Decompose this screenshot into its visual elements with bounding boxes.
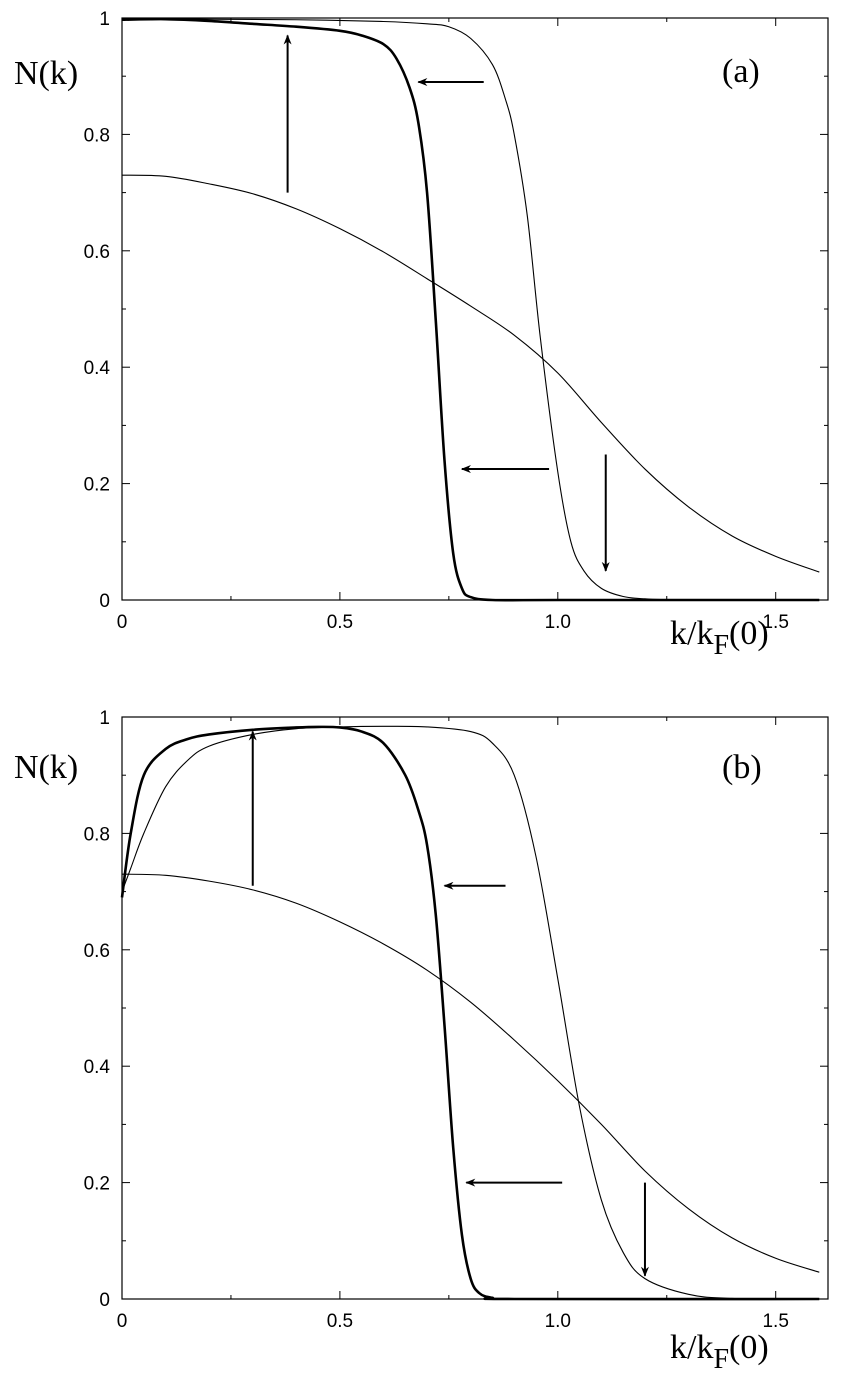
y-axis-title: N(k) <box>14 749 78 786</box>
x-axis-title-tail: (0) <box>729 615 769 652</box>
y-tick-label: 0.4 <box>84 1057 111 1078</box>
x-axis-title-main: k/k <box>670 1329 713 1366</box>
y-tick-label: 0.6 <box>84 941 110 962</box>
y-tick-label: 0.2 <box>84 475 110 496</box>
y-tick-label: 0.8 <box>84 125 110 146</box>
arrows <box>248 730 649 1277</box>
y-tick-label: 0.8 <box>84 824 110 845</box>
y-axis-title: N(k) <box>14 55 78 92</box>
x-tick-label: 0.5 <box>327 612 353 633</box>
x-tick-label: 0.5 <box>327 1311 353 1332</box>
arrows <box>283 34 610 572</box>
x-axis-title-main: k/k <box>670 615 713 652</box>
y-tick-label: 1 <box>99 9 110 30</box>
y-tick-label: 0 <box>99 1290 110 1311</box>
y-tick-label: 0 <box>99 591 110 612</box>
x-axis-title: k/kF(0) <box>670 615 769 661</box>
y-tick-label: 0.4 <box>84 358 111 379</box>
panel-a: 0 0.2 0.4 0.6 0.8 1 0 0.5 1.0 1.5 N(k) (a) k/kF(… <box>14 9 829 661</box>
x-tick-label: 1.0 <box>545 612 571 633</box>
x-tick-label: 0 <box>117 612 128 633</box>
x-axis-title: k/kF(0) <box>670 1329 769 1375</box>
series-line-thick-2 <box>121 17 820 602</box>
x-tick-label: 1.5 <box>762 612 788 633</box>
x-tick-label: 1.0 <box>545 1311 571 1332</box>
x-tick-label: 0 <box>117 1311 128 1332</box>
series-line-thin-0 <box>121 873 820 1273</box>
curves <box>121 17 820 602</box>
series-line-thick-2 <box>120 725 820 1301</box>
x-axis-title-sub: F <box>713 630 729 661</box>
series-line-thin-1 <box>121 725 820 1300</box>
panel-b: 0 0.2 0.4 0.6 0.8 1 0 0.5 1.0 1.5 N(k) (b) k/kF(… <box>14 708 829 1375</box>
y-tick-label: 1 <box>99 708 110 729</box>
y-tick-labels: 0 0.2 0.4 0.6 0.8 1 <box>84 708 111 1311</box>
y-tick-labels: 0 0.2 0.4 0.6 0.8 1 <box>84 9 111 612</box>
panel-label: (a) <box>722 53 760 90</box>
x-tick-labels: 0 0.5 1.0 1.5 <box>117 612 789 633</box>
x-tick-label: 1.5 <box>762 1311 788 1332</box>
plot-frame <box>121 716 829 1300</box>
tick-marks <box>121 716 828 1300</box>
curves <box>120 725 820 1301</box>
x-axis-title-tail: (0) <box>729 1329 769 1366</box>
y-tick-label: 0.2 <box>84 1174 110 1195</box>
series-line-thin-1 <box>121 17 820 601</box>
x-axis-title-sub: F <box>713 1344 729 1375</box>
y-tick-label: 0.6 <box>84 242 110 263</box>
panel-label: (b) <box>722 749 762 786</box>
series-line-thin-0 <box>121 174 820 573</box>
x-tick-labels: 0 0.5 1.0 1.5 <box>117 1311 789 1332</box>
